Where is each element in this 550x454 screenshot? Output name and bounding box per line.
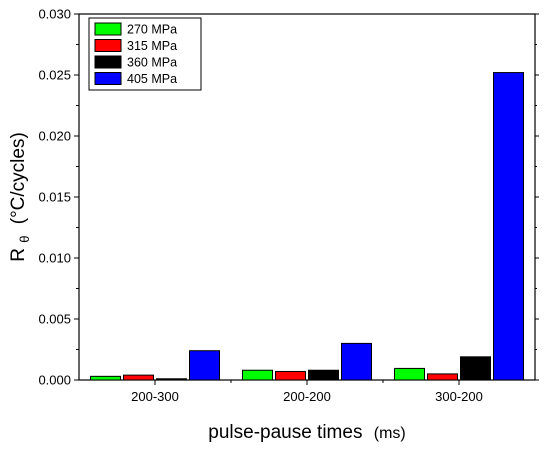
legend-entry-label: 270 MPa [127,23,177,37]
bar-270-mpa-300-200 [394,367,425,381]
legend-entry-label: 315 MPa [127,39,177,53]
y-axis-title: R θ (°C/cycles) [8,132,34,262]
x-axis-title: pulse-pause times (ms) [208,422,405,443]
y-tick-label: 0.020 [38,129,71,144]
legend-swatch [94,39,122,52]
legend-entry-label: 360 MPa [127,56,177,70]
bar-270-mpa-200-300 [90,375,121,381]
legend-entry-label: 405 MPa [127,72,177,86]
bar-315-mpa-300-200 [427,373,458,381]
bar-405-mpa-200-200 [341,342,372,381]
x-tick-label: 200-200 [283,389,331,404]
bar-360-mpa-300-200 [460,356,491,381]
y-axis-unit: (°C/cycles) [8,132,29,224]
bar-360-mpa-200-300 [156,378,187,381]
y-tick-label: 0.025 [38,68,71,83]
bar-405-mpa-300-200 [493,72,524,381]
bar-360-mpa-200-200 [308,369,339,381]
x-tick-label: 200-300 [131,389,179,404]
x-axis-label: pulse-pause times [208,422,362,443]
legend-swatch [94,72,122,85]
y-tick-label: 0.000 [38,373,71,388]
y-tick-label: 0.005 [38,312,71,327]
legend-swatch [94,55,122,69]
y-tick-label: 0.030 [38,7,71,22]
y-axis-label: R [8,248,29,262]
bar-270-mpa-200-200 [242,369,273,381]
legend-swatch [94,22,122,36]
bar-315-mpa-200-300 [123,374,154,381]
y-tick-label: 0.010 [38,251,71,266]
y-axis-subscript: θ [17,236,32,243]
x-tick-label: 300-200 [435,389,483,404]
x-axis-unit: (ms) [374,425,406,442]
y-tick-label: 0.015 [38,190,71,205]
bar-405-mpa-200-300 [189,350,220,381]
bar-315-mpa-200-200 [275,370,306,381]
